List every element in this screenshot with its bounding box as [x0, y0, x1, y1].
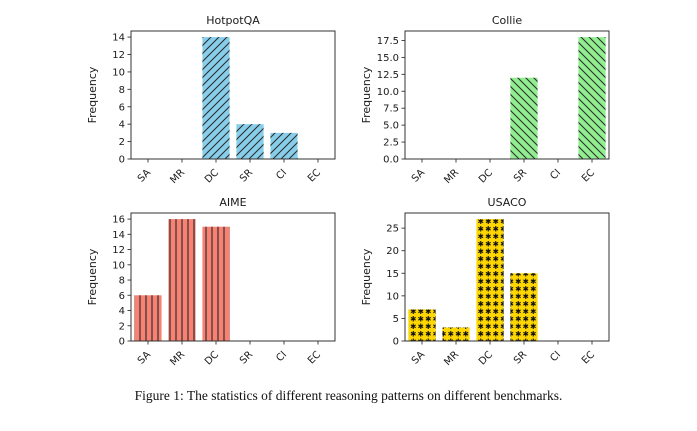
subplot-usaco: USACO Frequency 0 5 10 15 20 25 SA MR DC SR CI EC: [357, 195, 615, 375]
chart-aime: AIME Frequency 0 2 4 6 8 10 12 14 16 SA MR DC SR CI EC: [86, 196, 335, 368]
x-tick-label: CI: [548, 349, 563, 364]
y-tick-label: 10.0: [376, 87, 398, 98]
y-tick-label: 0.0: [383, 155, 399, 166]
y-tick-label: 8: [118, 85, 124, 96]
y-axis-label: Frequency: [86, 248, 99, 305]
y-tick-label: 5.0: [383, 121, 399, 132]
y-tick-label: 12.5: [376, 70, 398, 81]
subplot-hotpotqa: HotpotQA Frequency 0 2 4 6 8 10 12 14 SA MR DC SR CI EC: [83, 13, 341, 193]
y-axis-label: Frequency: [360, 66, 373, 123]
x-tick-label: DC: [476, 167, 494, 185]
x-tick-label: EC: [579, 349, 596, 366]
bar-hatch-sa: [133, 295, 162, 341]
bar-hatch-dc: [201, 226, 230, 341]
y-tick-label: 25: [386, 224, 399, 235]
y-tick-label: 8: [118, 276, 124, 287]
y-tick-label: 12: [112, 50, 125, 61]
y-tick-label: 0: [118, 337, 124, 348]
y-tick-label: 2.5: [383, 138, 399, 149]
y-tick-label: 14: [112, 33, 125, 44]
y-tick-label: 20: [386, 246, 399, 257]
y-tick-label: 2: [118, 321, 124, 332]
y-tick-label: 10: [112, 260, 125, 271]
subplot-collie: Collie Frequency 0.0 2.5 5.0 7.5 10.0 12.5 15.0 1…: [357, 13, 615, 193]
axes-spines: [404, 30, 609, 160]
axes-spines: [130, 212, 335, 342]
x-tick-label: SR: [511, 167, 528, 184]
y-tick-label: 14: [112, 230, 125, 241]
y-tick-label: 2: [118, 137, 124, 148]
bar-hatch-sr: [235, 124, 264, 159]
y-tick-label: 6: [118, 291, 124, 302]
x-tick-label: MR: [168, 349, 187, 368]
y-axis-label: Frequency: [360, 248, 373, 305]
chart-title: HotpotQA: [206, 14, 260, 27]
bar-hatch-mr: [441, 327, 470, 341]
bar-hatch-ec: [577, 37, 606, 159]
y-tick-label: 12: [112, 245, 125, 256]
x-tick-label: SR: [511, 349, 528, 366]
x-tick-label: CI: [548, 167, 563, 182]
subplot-aime: AIME Frequency 0 2 4 6 8 10 12 14 16 SA MR DC SR CI EC: [83, 195, 341, 375]
x-tick-label: EC: [305, 349, 322, 366]
y-tick-label: 15: [386, 269, 399, 280]
bar-hatch-sa: [407, 309, 436, 341]
y-tick-label: 7.5: [383, 104, 399, 115]
x-tick-label: MR: [442, 349, 461, 368]
y-tick-label: 4: [118, 120, 124, 131]
axes-spines: [130, 30, 335, 160]
x-tick-label: DC: [476, 349, 494, 367]
bar-hatch-dc: [201, 37, 230, 159]
y-tick-label: 6: [118, 102, 124, 113]
x-tick-label: SA: [135, 167, 152, 184]
axes-spines: [404, 212, 609, 342]
chart-title: USACO: [487, 196, 526, 209]
y-tick-label: 4: [118, 306, 124, 317]
x-tick-label: CI: [274, 349, 289, 364]
bar-hatch-mr: [167, 219, 196, 341]
x-tick-label: SA: [409, 167, 426, 184]
figure-charts-grid: HotpotQA Frequency 0 2 4 6 8 10 12 14 SA MR DC SR CI EC…: [83, 13, 615, 375]
x-tick-label: MR: [442, 167, 461, 186]
y-tick-label: 16: [112, 215, 125, 226]
figure-caption: Figure 1: The statistics of different re…: [134, 388, 563, 403]
bar-hatch-sr: [509, 77, 538, 159]
y-tick-label: 0: [118, 155, 124, 166]
y-tick-label: 10: [112, 67, 125, 78]
x-tick-label: EC: [579, 167, 596, 184]
bar-hatch-sr: [509, 273, 538, 341]
chart-collie: Collie Frequency 0.0 2.5 5.0 7.5 10.0 12.5 15.0 1…: [360, 14, 609, 186]
y-tick-label: 17.5: [376, 36, 398, 47]
x-tick-label: DC: [202, 167, 220, 185]
x-tick-label: EC: [305, 167, 322, 184]
chart-hotpotqa: HotpotQA Frequency 0 2 4 6 8 10 12 14 SA MR DC SR CI EC: [86, 14, 335, 186]
y-tick-label: 0: [392, 337, 398, 348]
y-tick-label: 15.0: [376, 53, 398, 64]
x-tick-label: SA: [409, 349, 426, 366]
y-tick-label: 5: [392, 314, 398, 325]
bar-hatch-dc: [475, 219, 504, 341]
chart-title: Collie: [491, 14, 522, 27]
y-tick-label: 10: [386, 291, 399, 302]
x-tick-label: CI: [274, 167, 289, 182]
x-tick-label: DC: [202, 349, 220, 367]
y-axis-label: Frequency: [86, 66, 99, 123]
chart-usaco: USACO Frequency 0 5 10 15 20 25 SA MR DC SR CI EC: [360, 196, 609, 368]
bar-hatch-ci: [269, 132, 298, 159]
x-tick-label: SA: [135, 349, 152, 366]
x-tick-label: SR: [237, 349, 254, 366]
chart-title: AIME: [219, 196, 246, 209]
x-tick-label: MR: [168, 167, 187, 186]
x-tick-label: SR: [237, 167, 254, 184]
